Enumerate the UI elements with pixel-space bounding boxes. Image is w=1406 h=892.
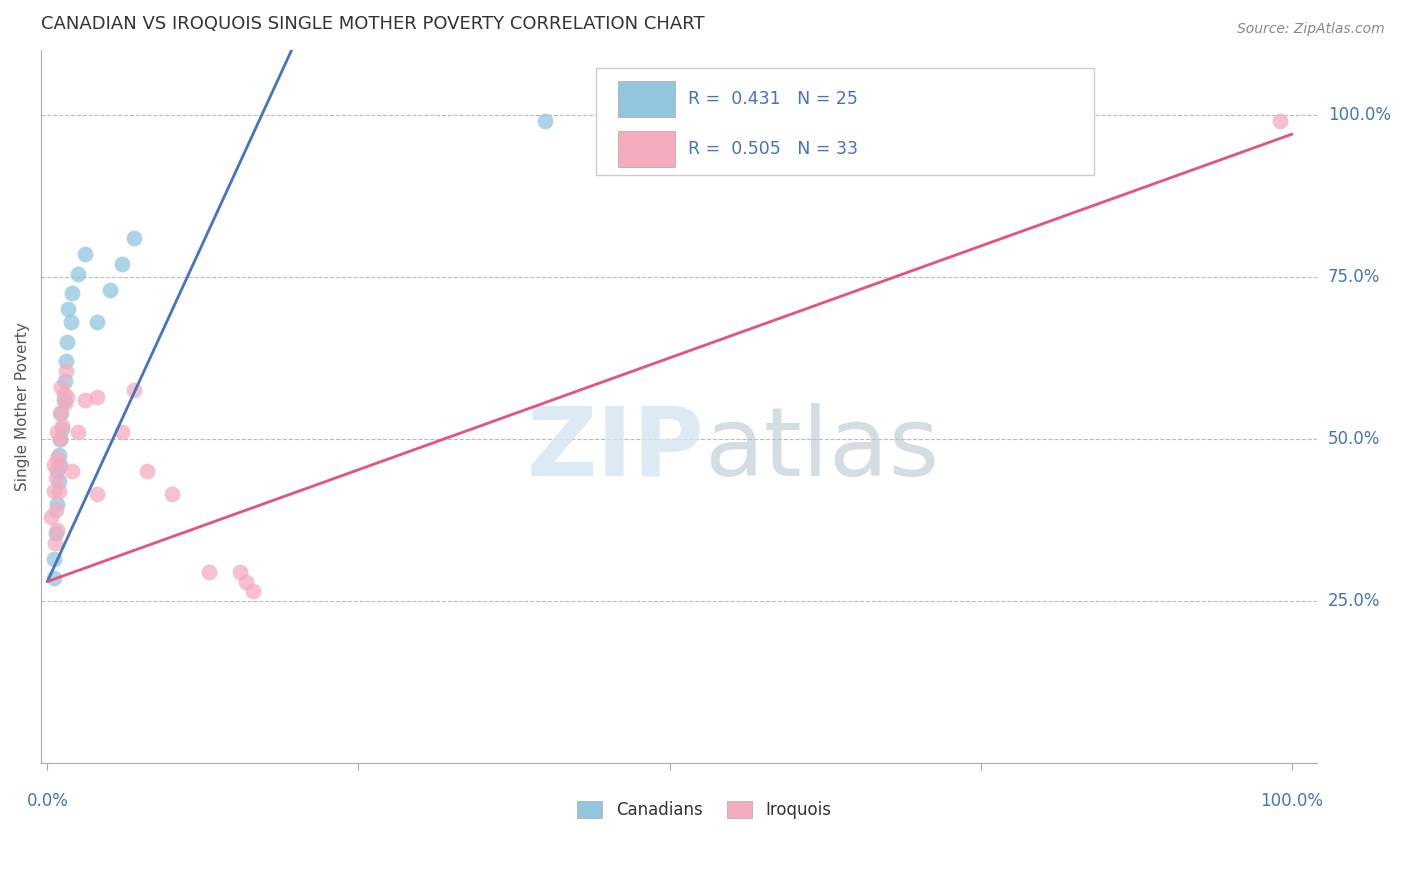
Point <box>49 406 72 420</box>
Text: 0.0%: 0.0% <box>27 792 69 810</box>
Point <box>49 406 72 420</box>
Point <box>49 458 72 472</box>
Point <box>52 386 75 401</box>
Point <box>49 380 72 394</box>
Text: R =  0.505   N = 33: R = 0.505 N = 33 <box>688 140 858 158</box>
Point <box>46 464 69 478</box>
Point <box>49 432 72 446</box>
Point <box>124 384 146 398</box>
Point <box>1268 114 1291 128</box>
Point <box>46 497 69 511</box>
Text: 50.0%: 50.0% <box>1329 430 1381 448</box>
Point <box>44 535 66 549</box>
FancyBboxPatch shape <box>617 81 675 117</box>
Point <box>235 574 257 589</box>
Point <box>56 334 79 349</box>
Text: Source: ZipAtlas.com: Source: ZipAtlas.com <box>1237 22 1385 37</box>
Point <box>60 285 83 300</box>
Point <box>59 315 82 329</box>
Text: CANADIAN VS IROQUOIS SINGLE MOTHER POVERTY CORRELATION CHART: CANADIAN VS IROQUOIS SINGLE MOTHER POVER… <box>41 15 704 33</box>
Point <box>58 302 80 317</box>
Point <box>534 114 557 128</box>
Point <box>46 523 69 537</box>
Point <box>46 451 69 466</box>
Text: 100.0%: 100.0% <box>1329 105 1391 124</box>
Point <box>135 464 157 478</box>
Point <box>160 487 183 501</box>
Point <box>48 448 70 462</box>
Point <box>51 419 73 434</box>
Point <box>124 231 146 245</box>
Point <box>198 565 221 579</box>
Text: ZIP: ZIP <box>527 403 704 496</box>
Text: 100.0%: 100.0% <box>1261 792 1323 810</box>
Point <box>39 509 62 524</box>
Point <box>45 503 67 517</box>
Point <box>229 565 252 579</box>
Point <box>73 392 96 407</box>
Point <box>111 257 134 271</box>
Text: atlas: atlas <box>704 403 939 496</box>
Point <box>46 425 69 440</box>
Point <box>45 525 67 540</box>
Legend: Canadians, Iroquois: Canadians, Iroquois <box>571 795 838 826</box>
Point <box>42 571 65 585</box>
Point <box>86 487 108 501</box>
Point <box>53 396 76 410</box>
Point <box>98 283 121 297</box>
FancyBboxPatch shape <box>617 131 675 167</box>
Point <box>53 374 76 388</box>
Y-axis label: Single Mother Poverty: Single Mother Poverty <box>15 322 30 491</box>
Point <box>56 390 79 404</box>
Point <box>73 247 96 261</box>
Point <box>111 425 134 440</box>
Point <box>86 315 108 329</box>
Point <box>67 267 90 281</box>
Point <box>48 458 70 472</box>
Text: R =  0.431   N = 25: R = 0.431 N = 25 <box>688 90 858 108</box>
Point <box>49 432 72 446</box>
Point <box>55 354 77 368</box>
Text: 75.0%: 75.0% <box>1329 268 1381 285</box>
Point <box>42 483 65 498</box>
FancyBboxPatch shape <box>596 68 1094 175</box>
Point <box>86 390 108 404</box>
Point <box>45 471 67 485</box>
Point <box>55 364 77 378</box>
Point <box>60 464 83 478</box>
Point <box>42 552 65 566</box>
Point <box>242 584 264 599</box>
Point <box>52 392 75 407</box>
Text: 25.0%: 25.0% <box>1329 592 1381 610</box>
Point <box>67 425 90 440</box>
Point <box>48 474 70 488</box>
Point <box>48 483 70 498</box>
Point <box>42 458 65 472</box>
Point <box>51 422 73 436</box>
